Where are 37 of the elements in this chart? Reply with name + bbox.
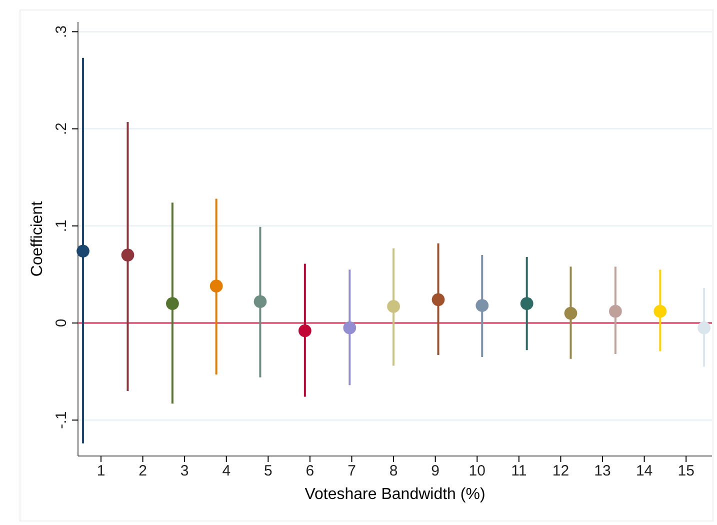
y-tick-label: 0 [53, 318, 70, 328]
x-tick-label: 11 [511, 462, 527, 480]
x-tick-label: 8 [389, 462, 398, 480]
x-tick-label: 15 [678, 462, 694, 480]
point [564, 306, 578, 320]
point [343, 321, 356, 334]
y-tick-label: -.1 [53, 411, 70, 429]
point [166, 297, 179, 310]
point [210, 280, 223, 293]
point [254, 295, 267, 308]
x-tick-label: 10 [468, 462, 486, 480]
point [121, 248, 134, 262]
x-tick-label: 3 [180, 462, 189, 480]
y-tick-label: .2 [53, 122, 70, 136]
point [387, 300, 400, 313]
x-tick-label: 9 [431, 462, 440, 480]
point [476, 299, 489, 312]
point [298, 324, 312, 338]
y-tick-label: .3 [53, 25, 70, 38]
x-tick-label: 14 [636, 462, 653, 480]
x-tick-label: 1 [96, 462, 106, 480]
x-axis-title: Voteshare Bandwidth (%) [304, 486, 486, 503]
point [520, 297, 534, 310]
y-tick-label: .1 [53, 220, 70, 232]
x-tick-label: 6 [306, 462, 314, 480]
x-tick-label: 7 [348, 462, 356, 480]
x-tick-label: 4 [222, 462, 231, 480]
point [654, 304, 667, 318]
x-tick-label: 13 [594, 462, 611, 480]
x-tick-label: 2 [138, 462, 147, 480]
point [698, 321, 710, 334]
y-axis-title: Coefficient [29, 200, 46, 277]
point [432, 293, 445, 306]
x-tick-label: 12 [552, 462, 570, 480]
x-tick-label: 5 [264, 462, 272, 480]
point [609, 304, 622, 318]
point [76, 244, 90, 258]
